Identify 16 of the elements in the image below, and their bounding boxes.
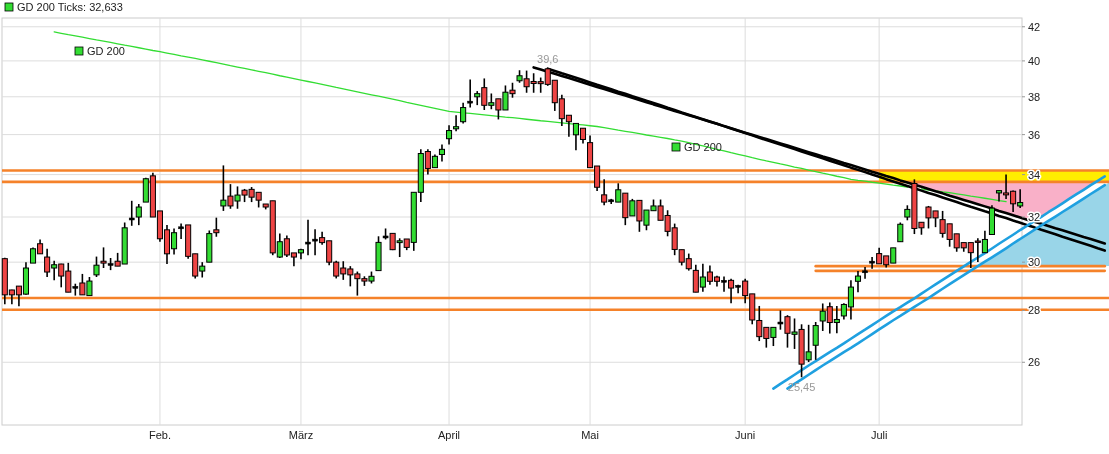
- annotation: 39,6: [537, 52, 559, 65]
- x-tick-label: Mai: [581, 429, 599, 441]
- y-tick-label: 42: [1028, 20, 1041, 33]
- y-tick-label: 38: [1028, 90, 1041, 103]
- x-tick-label: Juli: [870, 429, 888, 441]
- legend-label: GD 200 Ticks: 32,633: [17, 1, 123, 13]
- x-tick-label: Juni: [735, 429, 756, 441]
- annotation: GD 200: [87, 45, 125, 57]
- y-tick-label: 36: [1028, 128, 1041, 141]
- y-tick-label: 40: [1028, 54, 1041, 67]
- y-tick-label: 34: [1028, 168, 1041, 181]
- y-tick-label: 26: [1028, 356, 1041, 369]
- x-tick-label: März: [288, 429, 314, 441]
- x-tick-label: Feb.: [148, 429, 171, 441]
- annotation: 25,45: [787, 381, 816, 394]
- x-tick-label: April: [438, 429, 461, 441]
